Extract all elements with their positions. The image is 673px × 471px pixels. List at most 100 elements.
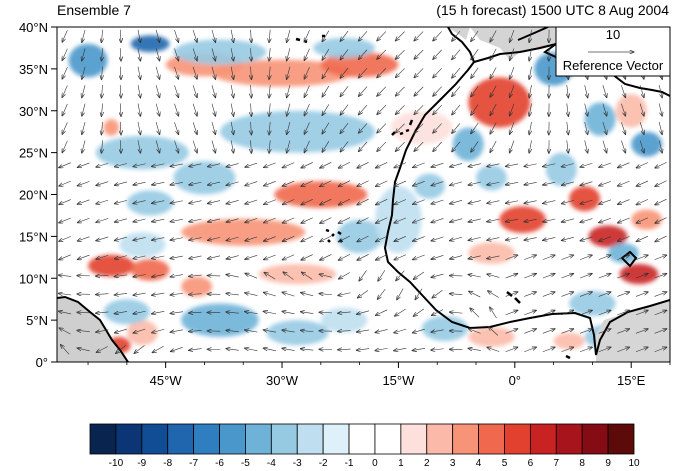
wind-vector-22 [468,348,481,350]
wind-vector-317 [431,181,444,186]
wind-vector-33 [59,328,71,335]
colorbar-label: -8 [163,458,172,469]
wind-vector-226 [580,236,593,241]
anomaly-patch-40 [476,165,508,191]
lon-tick-label: 15°E [617,373,646,388]
wind-vector-277 [301,199,313,204]
wind-vector-328 [636,180,649,186]
wind-vector-176 [264,254,276,260]
wind-vector-279 [338,198,351,205]
wind-vector-340 [245,162,258,167]
colorbar-box [296,423,324,455]
wind-vector-292 [580,199,593,204]
wind-vector-329 [655,180,667,187]
wind-vector-232 [77,217,90,222]
wind-vector-24 [505,347,518,353]
wind-vector-401 [155,121,160,135]
wind-vector-193 [580,255,592,260]
wind-vector-86 [431,309,444,316]
colorbar-box [452,423,479,455]
wind-vector-87 [449,312,463,313]
wind-vector-15 [338,349,351,350]
wind-vector-430 [82,103,86,117]
colorbar-box [478,423,505,455]
wind-vector-335 [152,163,165,167]
wind-vector-96 [617,310,629,316]
wind-vector-358 [580,162,593,167]
wind-vector-44 [263,330,277,332]
wind-vector-213 [338,235,351,242]
wind-vector-531 [120,48,121,61]
wind-vector-351 [450,163,463,167]
wind-vector-564 [120,29,121,43]
wind-vector-184 [413,254,425,260]
colorbar-label: -5 [241,458,250,469]
wind-vector-350 [431,162,444,167]
colorbar-box [193,423,220,455]
wind-vector-142 [245,273,258,279]
wind-vector-311 [320,180,332,187]
wind-vector-260 [599,217,612,222]
wind-vector-319 [468,181,481,185]
wind-vector-393 [621,140,625,153]
wind-vector-458 [602,103,607,116]
colorbar-box [426,423,454,455]
wind-vector-293 [599,199,612,204]
wind-vector-512 [377,68,387,77]
wind-vector-413 [377,123,387,133]
wind-vector-79 [300,312,314,314]
europe-landmask [448,27,470,40]
wind-vector-264 [59,199,71,205]
wind-vector-517 [471,67,479,79]
wind-vector-516 [452,67,461,78]
wind-vector-585 [509,30,515,42]
wind-vector-146 [319,274,332,278]
gulf-of-guinea-coastline [595,299,670,356]
anomaly-patch-46 [607,243,639,264]
colorbar-label: -6 [215,458,224,469]
wind-vector-198 [59,236,71,241]
wind-vector-56 [488,327,499,336]
wind-vector-368 [155,140,160,154]
wind-vector-349 [413,162,425,168]
wind-vector-12 [282,348,295,350]
wind-vector-25 [524,347,536,353]
wind-vector-20 [431,349,444,350]
wind-vector-402 [174,122,178,134]
wind-vector-483 [452,86,461,96]
wind-vector-112 [301,293,314,297]
colorbar-label: 7 [554,458,560,469]
wind-vector-2 [96,346,108,352]
wind-vector-384 [452,141,461,152]
wind-vector-354 [505,163,519,167]
wind-vector-67 [77,312,90,313]
wind-vector-241 [245,218,258,222]
wind-vector-77 [263,311,277,315]
wind-vector-10 [245,348,258,352]
colorbar-box [581,423,609,455]
wind-vector-51 [394,328,407,333]
wind-vector-447 [395,105,405,114]
wind-vector-331 [77,162,90,167]
wind-vector-382 [414,141,424,151]
wind-vector-509 [322,67,330,79]
wind-vector-457 [584,103,588,117]
wind-vector-463 [82,85,86,98]
wind-vector-132 [58,275,72,276]
wind-vector-88 [470,308,480,318]
lat-tick-label: 30°N [19,104,48,119]
wind-vector-428 [658,121,662,135]
wind-vector-470 [211,85,216,98]
wind-vector-552 [509,48,515,61]
wind-vector-187 [468,255,481,259]
anomaly-patch-0 [212,59,352,87]
anomaly-patch-49 [452,127,484,161]
wind-vector-27 [561,347,573,353]
colorbar-label: 0 [372,458,378,469]
wind-vector-245 [320,217,332,224]
lat-tick-label: 15°N [19,229,48,244]
anomaly-patch-16 [631,209,663,230]
wind-vector-150 [396,270,405,281]
wind-vector-497 [101,66,102,80]
